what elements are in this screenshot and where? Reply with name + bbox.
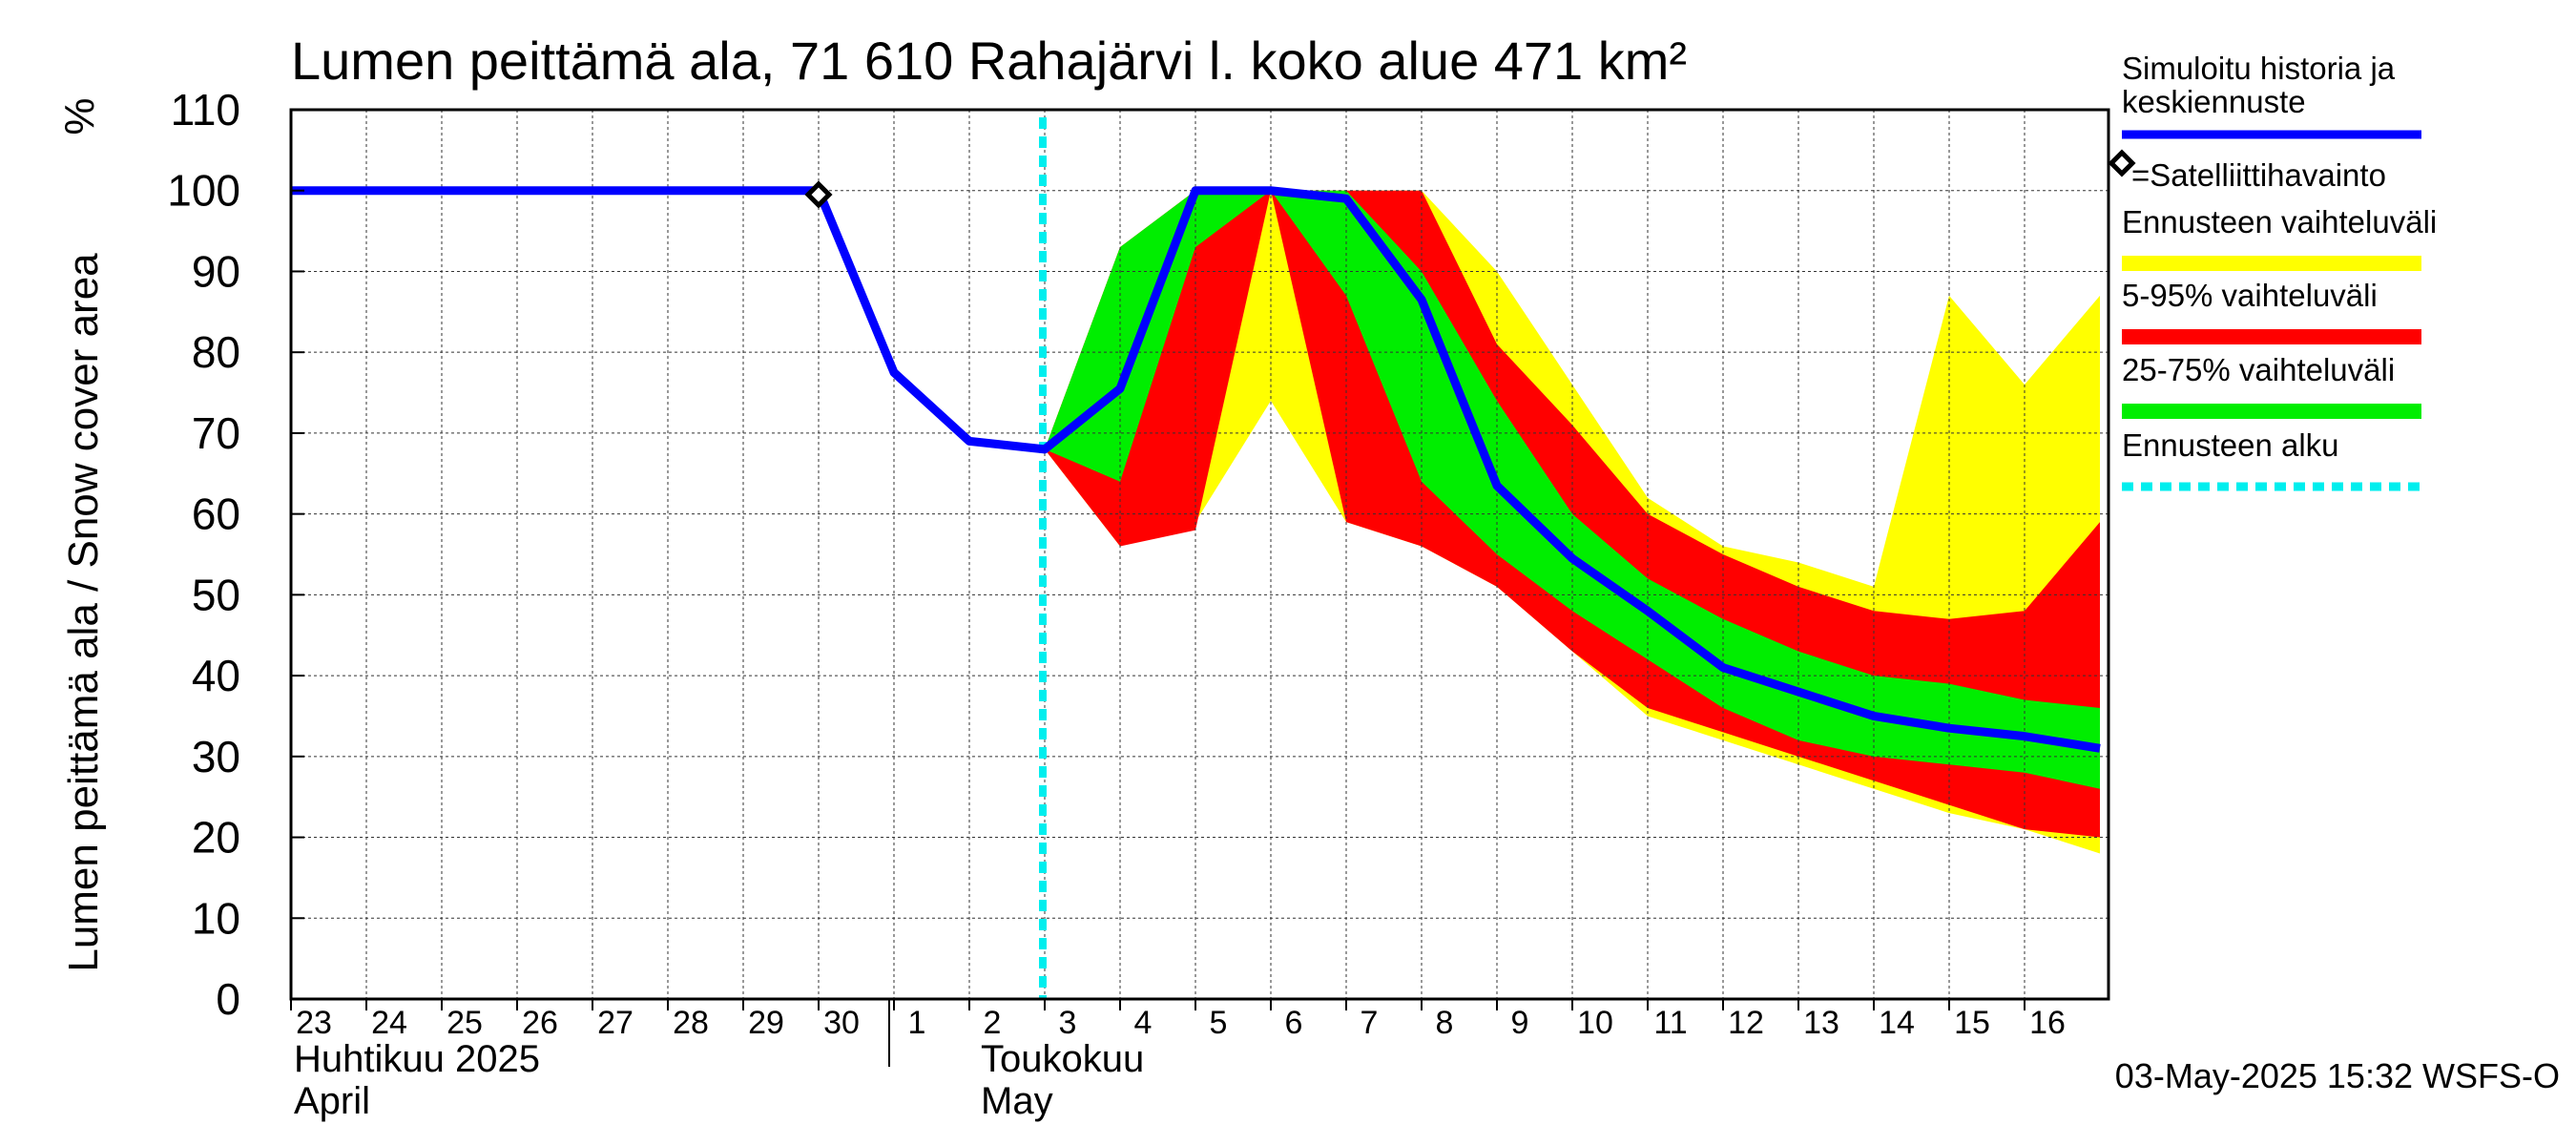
satellite-observations <box>804 180 833 209</box>
x-tick-label: 27 <box>597 1005 634 1041</box>
y-axis-ticks: 0 10 20 30 40 50 60 70 80 90 100 110 <box>167 85 304 1024</box>
y-tick-label: 110 <box>171 85 240 135</box>
y-tick-label: 70 <box>192 408 240 458</box>
x-tick-label: 8 <box>1436 1005 1454 1041</box>
month-label-line2: May <box>981 1080 1053 1122</box>
y-axis-unit: % <box>56 97 103 135</box>
x-tick-label: 13 <box>1803 1005 1839 1041</box>
legend-label: Ennusteen vaihteluväli <box>2122 204 2437 239</box>
x-tick-label: 12 <box>1728 1005 1764 1041</box>
legend-label: 5-95% vaihteluväli <box>2122 278 2378 313</box>
mean-series-line <box>291 186 2101 753</box>
x-tick-label: 3 <box>1059 1005 1077 1041</box>
y-tick-label: 20 <box>192 813 240 863</box>
legend-label: Ennusteen alku <box>2122 427 2339 463</box>
y-tick-label: 50 <box>192 570 240 619</box>
legend-label: 25-75% vaihteluväli <box>2122 352 2395 387</box>
y-tick-label: 80 <box>192 327 240 377</box>
satellite-marker <box>804 180 833 209</box>
x-tick-label: 29 <box>748 1005 784 1041</box>
x-tick-label: 24 <box>371 1005 407 1041</box>
x-tick-label: 30 <box>823 1005 860 1041</box>
x-tick-label: 16 <box>2029 1005 2066 1041</box>
legend-label: keskiennuste <box>2122 84 2306 119</box>
x-tick-label: 7 <box>1361 1005 1379 1041</box>
x-tick-label: 9 <box>1511 1005 1529 1041</box>
x-tick-label: 1 <box>908 1005 926 1041</box>
x-tick-label: 2 <box>984 1005 1002 1041</box>
plot-frame <box>289 108 2110 1001</box>
x-tick-label: 4 <box>1134 1005 1153 1041</box>
x-tick-label: 11 <box>1653 1005 1687 1041</box>
chart-title: Lumen peittämä ala, 71 610 Rahajärvi l. … <box>291 31 1687 91</box>
y-axis-label: Lumen peittämä ala / Snow cover area <box>60 253 107 972</box>
x-tick-label: 6 <box>1285 1005 1303 1041</box>
y-tick-label: 60 <box>192 489 240 539</box>
x-tick-label: 28 <box>673 1005 709 1041</box>
month-label-line1: Toukokuu <box>981 1038 1144 1080</box>
mean-series <box>291 186 2101 753</box>
y-tick-label: 0 <box>216 974 240 1024</box>
x-tick-label: 10 <box>1577 1005 1613 1041</box>
x-axis-ticks: 23 24 25 26 27 28 29 30 1 2 3 4 5 6 7 8 9 10 11 12 13 14 15 16 <box>290 999 2066 1041</box>
y-tick-label: 30 <box>192 732 240 781</box>
x-tick-label: 26 <box>522 1005 558 1041</box>
x-tick-label: 15 <box>1954 1005 1990 1041</box>
month-label-line1: Huhtikuu 2025 <box>294 1038 540 1080</box>
y-tick-label: 90 <box>192 246 240 296</box>
x-tick-label: 23 <box>296 1005 332 1041</box>
x-tick-label: 25 <box>447 1005 483 1041</box>
legend-label: =Satelliittihavainto <box>2131 157 2386 193</box>
y-tick-label: 40 <box>192 651 240 700</box>
x-tick-label: 14 <box>1879 1005 1915 1041</box>
y-tick-label: 10 <box>192 893 240 943</box>
y-tick-label: 100 <box>167 166 240 216</box>
legend-swatch-satellite <box>2108 149 2136 177</box>
month-label-line2: April <box>294 1080 370 1122</box>
legend-label: Simuloitu historia ja <box>2122 51 2396 86</box>
x-tick-label: 5 <box>1210 1005 1228 1041</box>
footer-timestamp: 03-May-2025 15:32 WSFS-O <box>2115 1056 2560 1095</box>
